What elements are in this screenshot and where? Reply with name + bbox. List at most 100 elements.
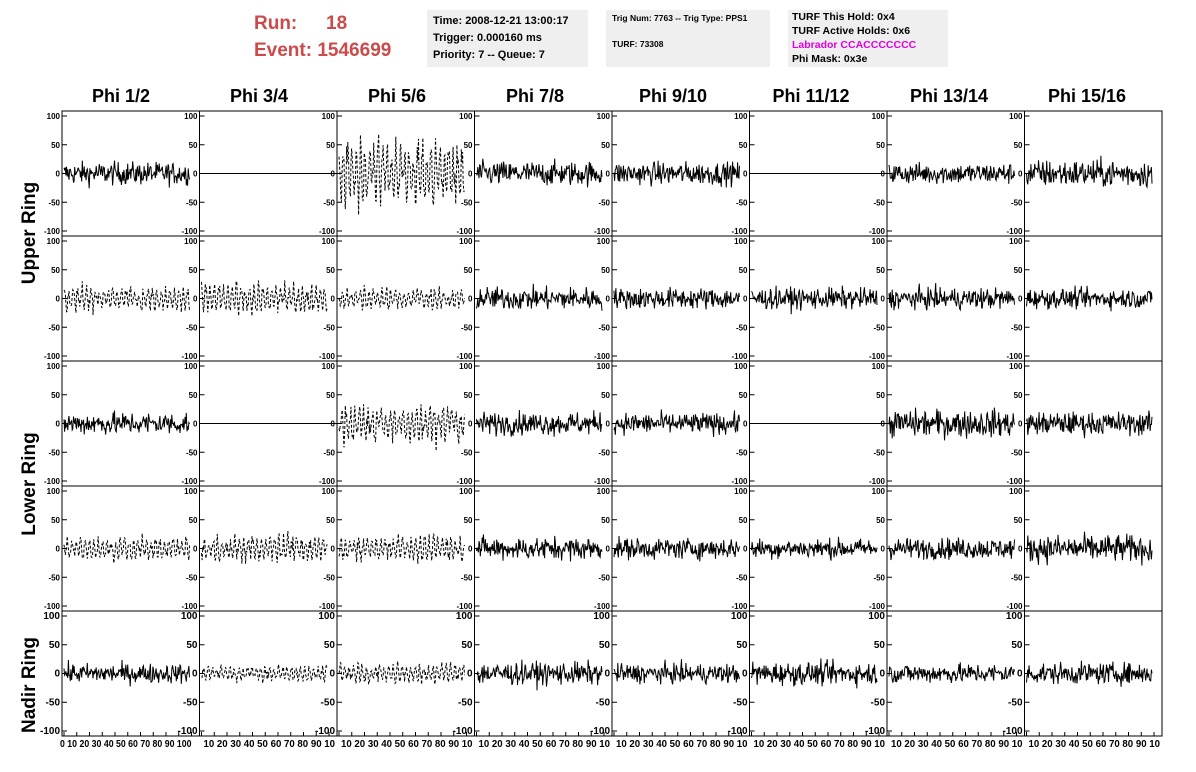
y-tick-label: 100 <box>1006 611 1023 622</box>
y-tick-label: 100 <box>184 112 198 121</box>
y-tick-label: 0 <box>1018 170 1023 179</box>
panel-r3-c3: 100 50 0 -50 -100 <box>456 485 613 612</box>
y-tick-label: 0 <box>881 170 886 179</box>
y-tick-label: -50 <box>736 323 748 332</box>
panel-r4-c7: 100 50 0 -50 -100 10 20 30 40 50 60 70 80 90 … <box>1002 610 1163 750</box>
waveform-dashed <box>201 531 328 564</box>
column-header-phi-7-8: Phi 7/8 <box>505 86 565 106</box>
y-tick-label: -100 <box>44 227 61 236</box>
y-tick-label: 50 <box>736 640 748 651</box>
waveform-dashed <box>338 404 465 452</box>
panel-r4-c5: 100 50 0 -50 -100 10 20 30 40 50 60 70 80 90 … <box>727 610 888 750</box>
y-tick-label: 50 <box>51 141 60 150</box>
y-tick-label: -100 <box>731 477 748 486</box>
y-tick-label: 100 <box>868 611 885 622</box>
y-tick-label: -100 <box>1006 477 1023 486</box>
y-tick-label: -100 <box>594 227 611 236</box>
y-tick-label: 0 <box>606 420 611 429</box>
y-tick-label: 100 <box>181 611 198 622</box>
waveform <box>613 160 740 188</box>
y-tick-label: -100 <box>181 477 198 486</box>
panel-r2-c3: 100 50 0 -50 -100 <box>456 360 613 487</box>
y-tick-label: -50 <box>323 198 335 207</box>
y-tick-label: 0 <box>193 170 198 179</box>
y-tick-label: -50 <box>871 697 886 708</box>
panel-r3-c6: 100 50 0 -50 -100 <box>869 485 1025 612</box>
y-tick-label: 100 <box>47 237 61 246</box>
y-tick-label: 50 <box>464 141 473 150</box>
y-tick-label: -100 <box>452 726 472 737</box>
event-label: Event: <box>254 40 313 61</box>
y-tick-label: -100 <box>869 477 886 486</box>
y-tick-label: 100 <box>459 362 473 371</box>
y-tick-label: -100 <box>590 726 610 737</box>
panel-r0-c6: 100 50 0 -50 -100 <box>869 110 1025 237</box>
column-header-phi-11-12: Phi 11/12 <box>772 86 850 106</box>
y-tick-label: 0 <box>606 545 611 554</box>
x-tick-labels: 10 20 30 40 50 60 70 80 90 10 <box>1029 739 1161 750</box>
column-header-phi-13-14: Phi 13/14 <box>909 86 989 106</box>
panel-r2-c0: 100 50 0 -50 -100 <box>44 360 200 487</box>
y-tick-label: 50 <box>464 391 473 400</box>
y-tick-label: -50 <box>736 573 748 582</box>
y-tick-label: 50 <box>739 516 748 525</box>
y-tick-label: -50 <box>1011 198 1023 207</box>
y-tick-label: -100 <box>181 602 198 611</box>
y-tick-label: 100 <box>597 237 611 246</box>
column-header-phi-15-16: Phi 15/16 <box>1047 86 1127 106</box>
y-tick-label: 50 <box>324 640 336 651</box>
y-tick-label: -100 <box>865 726 885 737</box>
y-tick-label: -50 <box>186 448 198 457</box>
panel-r1-c5: 100 50 0 -50 -100 <box>731 235 888 362</box>
panel-r1-c3: 100 50 0 -50 -100 <box>456 235 613 362</box>
waveform-dashed <box>338 134 465 215</box>
panel-r3-c4: 100 50 0 -50 -100 <box>594 485 750 612</box>
y-tick-label: -100 <box>869 227 886 236</box>
panel-r2-c6: 100 50 0 -50 -100 <box>869 360 1025 487</box>
waveform <box>1026 410 1153 439</box>
y-tick-label: 0 <box>331 170 336 179</box>
y-tick-label: -100 <box>727 726 747 737</box>
y-tick-label: 100 <box>322 112 336 121</box>
waveform <box>476 659 603 691</box>
y-tick-label: 100 <box>872 362 886 371</box>
panel-frame <box>199 485 338 612</box>
y-tick-label: 50 <box>601 391 610 400</box>
y-tick-label: -50 <box>596 697 611 708</box>
y-tick-label: 50 <box>874 640 886 651</box>
panel-r0-c1: 100 50 0 -50 -100 <box>181 110 338 237</box>
panel-r0-c5: 100 50 0 -50 -100 <box>731 110 888 237</box>
y-tick-label: 100 <box>1009 112 1023 121</box>
waveform <box>888 161 1015 184</box>
y-tick-label: -50 <box>323 573 335 582</box>
y-tick-label: 50 <box>189 391 198 400</box>
y-tick-label: -50 <box>873 448 885 457</box>
turf-info-box: TURF This Hold: 0x4 TURF Active Holds: 0… <box>788 10 948 67</box>
y-tick-label: 0 <box>743 295 748 304</box>
y-tick-label: -50 <box>321 697 336 708</box>
y-tick-label: -100 <box>1006 352 1023 361</box>
panel-r1-c1: 100 50 0 -50 -100 <box>181 235 338 362</box>
panel-r4-c3: 100 50 0 -50 -100 10 20 30 40 50 60 70 80 90 … <box>452 610 613 750</box>
waveform-dashed <box>338 285 465 311</box>
y-tick-label: -100 <box>181 352 198 361</box>
run-event-block: Run: 18 Event: 1546699 <box>254 10 391 64</box>
panel-r1-c2: 100 50 0 -50 -100 <box>319 235 475 362</box>
y-tick-label: 100 <box>872 112 886 121</box>
y-tick-label: 100 <box>1009 237 1023 246</box>
y-tick-label: -100 <box>869 602 886 611</box>
y-tick-label: 0 <box>193 295 198 304</box>
y-tick-label: 50 <box>739 266 748 275</box>
panel-r0-c0: 100 50 0 -50 -100 <box>44 110 200 237</box>
y-tick-label: 100 <box>322 487 336 496</box>
y-tick-label: 50 <box>1014 391 1023 400</box>
panel-r4-c1: 100 50 0 -50 -100 10 20 30 40 50 60 70 80 90 … <box>177 610 338 750</box>
x-tick-labels: 10 20 30 40 50 60 70 80 90 10 <box>341 739 473 750</box>
time-text: Time: 2008-12-21 13:00:17 <box>433 15 569 27</box>
y-tick-label: -50 <box>48 448 60 457</box>
y-tick-label: -100 <box>319 602 336 611</box>
y-tick-label: 100 <box>734 112 748 121</box>
y-tick-label: 100 <box>597 362 611 371</box>
y-tick-label: 0 <box>604 669 610 680</box>
y-tick-label: 0 <box>331 295 336 304</box>
